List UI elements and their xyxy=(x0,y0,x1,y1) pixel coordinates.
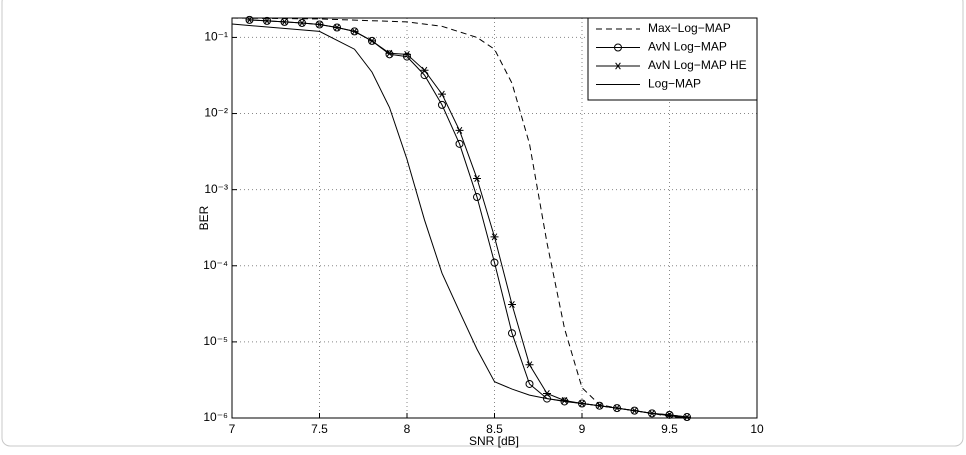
marker xyxy=(385,50,394,59)
y-tick-label: 10⁻¹ xyxy=(204,30,228,44)
y-tick-label: 10⁻² xyxy=(204,106,228,120)
marker xyxy=(245,16,254,24)
marker xyxy=(508,300,516,308)
marker xyxy=(473,175,481,183)
marker xyxy=(614,62,622,70)
marker xyxy=(490,258,499,267)
marker xyxy=(473,193,481,202)
marker xyxy=(455,126,464,134)
marker xyxy=(614,43,622,52)
marker xyxy=(385,49,394,57)
marker xyxy=(683,413,691,421)
x-tick-label: 7 xyxy=(229,422,236,436)
legend-label: AvN Log−MAP HE xyxy=(648,58,747,72)
marker xyxy=(280,18,289,26)
marker xyxy=(403,52,411,61)
y-tick-label: 10⁻⁴ xyxy=(203,258,228,272)
marker xyxy=(438,100,446,109)
marker xyxy=(525,379,534,388)
marker xyxy=(455,139,464,148)
marker xyxy=(508,329,516,338)
x-tick-label: 10 xyxy=(750,422,764,436)
y-tick-label: 10⁻⁶ xyxy=(203,410,228,424)
x-tick-label: 7.5 xyxy=(311,422,328,436)
y-tick-label: 10⁻⁵ xyxy=(203,334,228,348)
series-line xyxy=(231,23,688,419)
y-tick-label: 10⁻³ xyxy=(204,182,228,196)
x-tick-label: 8 xyxy=(404,422,411,436)
legend-label: Log−MAP xyxy=(648,77,701,91)
legend-label: Max−Log−MAP xyxy=(648,21,731,35)
y-axis-label: BER xyxy=(197,205,211,230)
x-tick-label: 8.5 xyxy=(486,422,503,436)
marker xyxy=(420,66,429,74)
marker xyxy=(525,361,534,369)
x-tick-label: 9.5 xyxy=(661,422,678,436)
marker xyxy=(298,19,306,27)
marker xyxy=(368,37,376,45)
marker xyxy=(350,27,359,35)
marker xyxy=(263,17,271,25)
marker xyxy=(543,389,551,397)
marker xyxy=(315,20,324,28)
plot-border xyxy=(231,17,758,419)
marker xyxy=(438,90,446,98)
legend-box xyxy=(587,17,758,101)
marker xyxy=(490,233,499,241)
x-tick-label: 9 xyxy=(579,422,586,436)
marker xyxy=(403,50,411,58)
marker xyxy=(333,24,341,32)
x-axis-label: SNR [dB] xyxy=(469,434,519,448)
legend-label: AvN Log−MAP xyxy=(648,40,727,54)
